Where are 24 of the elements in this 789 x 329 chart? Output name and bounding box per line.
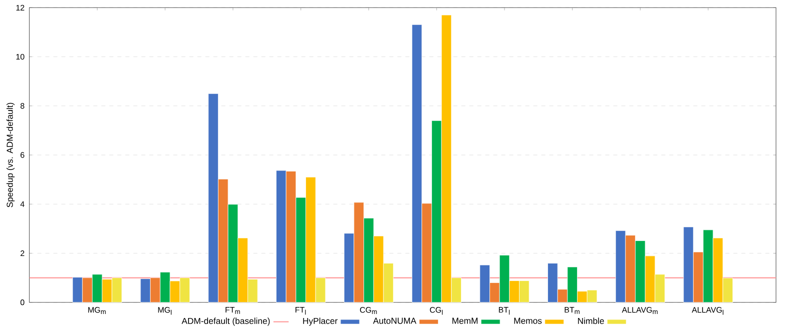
x-tick-label: CG$_{l}$ [430, 307, 443, 315]
x-tick-label: ALLAVG$_{m}$ [622, 307, 658, 314]
legend-label: Memos [514, 318, 542, 324]
y-tick-label: 8 [20, 103, 24, 109]
y-tick-label: 10 [16, 54, 24, 60]
x-tick-label: ALLAVG$_{l}$ [692, 307, 724, 315]
x-tick-label: BT$_{l}$ [498, 307, 510, 315]
y-tick-label: 2 [20, 250, 24, 256]
y-tick-label: 4 [20, 201, 24, 207]
x-tick-label: FT$_{m}$ [226, 307, 240, 314]
y-tick-label: 12 [16, 4, 24, 10]
x-tick-label: MG$_{l}$ [158, 307, 172, 315]
y-tick-label: 0 [20, 300, 24, 306]
legend-label: AutoNUMA [373, 318, 416, 324]
legend-label: HyPlacer [303, 318, 338, 326]
x-tick-label: BT$_{m}$ [564, 307, 580, 314]
x-tick-label: CG$_{m}$ [360, 307, 377, 314]
legend-label: Nimble [578, 318, 604, 324]
y-tick-label: 6 [20, 152, 24, 158]
x-tick-label: MG$_{m}$ [88, 307, 106, 314]
legend-label: ADM-default (baseline) [182, 318, 270, 326]
legend-label: MemM [452, 318, 478, 324]
x-tick-label: FT$_{l}$ [296, 307, 306, 315]
y-axis-title: Speedup (vs. ADM-default) [6, 102, 15, 208]
